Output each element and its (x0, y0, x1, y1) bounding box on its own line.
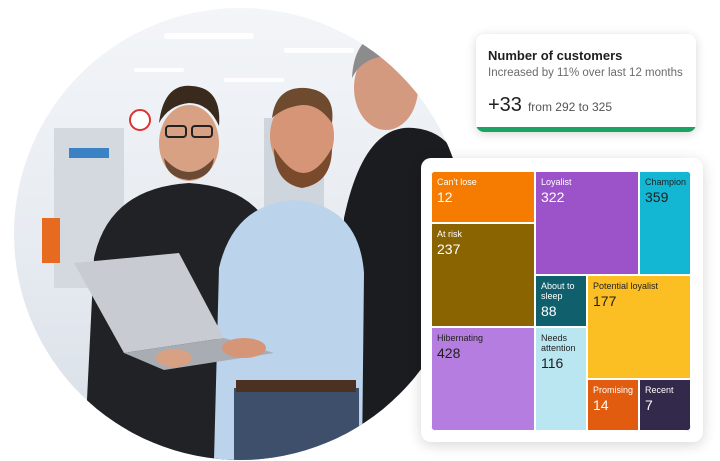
segment-label: At risk (437, 229, 463, 239)
customers-range: from 292 to 325 (527, 100, 612, 114)
segment-label: About to sleep (541, 281, 575, 301)
team-photo-icon (42, 30, 466, 460)
customers-accent-bar (476, 127, 696, 132)
segment-value: 322 (541, 189, 565, 205)
customers-card-subtitle: Increased by 11% over last 12 months (488, 67, 683, 79)
segment-champion[interactable]: Champion 359 (639, 171, 691, 275)
segment-hibernating[interactable]: Hibernating 428 (431, 327, 535, 431)
segment-potential-loyalist[interactable]: Potential loyalist 177 (587, 275, 691, 379)
segment-value: 237 (437, 241, 461, 257)
segment-label: Loyalist (541, 177, 572, 187)
segment-label: Hibernating (437, 333, 484, 343)
customers-card-title: Number of customers (488, 48, 623, 63)
segment-label: Can't lose (437, 177, 477, 187)
segment-cant-lose[interactable]: Can't lose 12 (431, 171, 535, 223)
segment-promising[interactable]: Promising 14 (587, 379, 639, 431)
segments-treemap: Can't lose 12 Loyalist 322 Champion 359 … (431, 171, 691, 431)
segment-value: 116 (541, 355, 564, 371)
segment-value: 88 (541, 303, 557, 319)
segment-at-risk[interactable]: At risk 237 (431, 223, 535, 327)
segment-value: 359 (645, 189, 669, 205)
customers-card: Number of customers Increased by 11% ove… (476, 34, 696, 132)
segment-needs-attention[interactable]: Needs attention 116 (535, 327, 587, 431)
segment-value: 428 (437, 345, 461, 361)
segments-card: Can't lose 12 Loyalist 322 Champion 359 … (421, 158, 703, 442)
customers-delta: +33 (488, 94, 522, 116)
segment-value: 7 (645, 397, 653, 413)
segment-value: 177 (593, 293, 617, 309)
segment-value: 14 (593, 397, 609, 413)
segment-label: Needs attention (541, 333, 576, 353)
segment-loyalist[interactable]: Loyalist 322 (535, 171, 639, 275)
segment-label: Promising (593, 385, 634, 395)
segment-value: 12 (437, 189, 453, 205)
segment-about-to-sleep[interactable]: About to sleep 88 (535, 275, 587, 327)
segment-label: Recent (645, 385, 674, 395)
segment-label: Champion (645, 177, 687, 187)
segment-label: Potential loyalist (593, 281, 659, 291)
customers-card-values: +33 from 292 to 325 (488, 94, 684, 116)
team-photo (14, 8, 466, 460)
segment-recent[interactable]: Recent 7 (639, 379, 691, 431)
